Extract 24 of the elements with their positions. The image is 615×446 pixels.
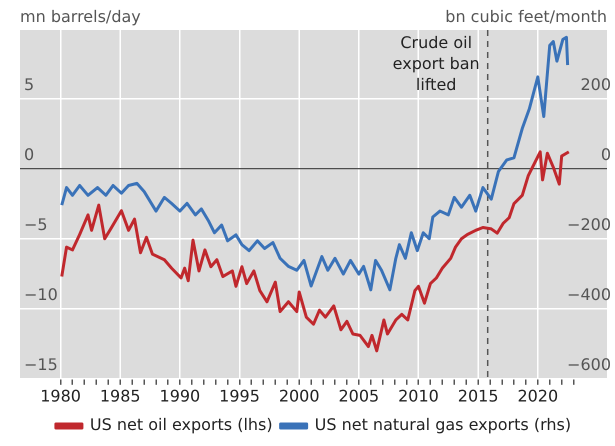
legend-label: US net natural gas exports (rhs) <box>314 415 572 434</box>
x-tick-label: 2005 <box>338 386 380 406</box>
ref-line-label: Crude oil export ban lifted <box>392 33 480 94</box>
legend-label: US net oil exports (lhs) <box>90 415 273 434</box>
x-tick-label: 2000 <box>278 386 320 406</box>
y2-tick-label: 200 <box>580 74 611 94</box>
y2-tick-label: −200 <box>567 214 611 234</box>
x-tick-label: 1985 <box>100 386 141 406</box>
y-tick-label: −10 <box>24 284 58 304</box>
y-tick-label: −15 <box>24 354 58 374</box>
y2-tick-label: −400 <box>567 284 611 304</box>
x-tick-label: 2020 <box>517 386 558 406</box>
x-tick-label: 2015 <box>458 386 499 406</box>
y-tick-label: −5 <box>24 214 48 234</box>
x-tick-label: 2010 <box>398 386 439 406</box>
x-tick-label: 1990 <box>160 386 200 406</box>
x-tick-label: 1995 <box>219 386 260 406</box>
y-tick-label: 5 <box>24 74 34 94</box>
y-axis-title: mn barrels/day <box>20 7 141 26</box>
y2-axis-title: bn cubic feet/month <box>445 7 607 26</box>
y2-tick-label: −600 <box>567 354 611 374</box>
y2-tick-label: 0 <box>600 144 611 164</box>
y-tick-label: 0 <box>24 144 34 164</box>
x-tick-label: 1980 <box>40 386 81 406</box>
